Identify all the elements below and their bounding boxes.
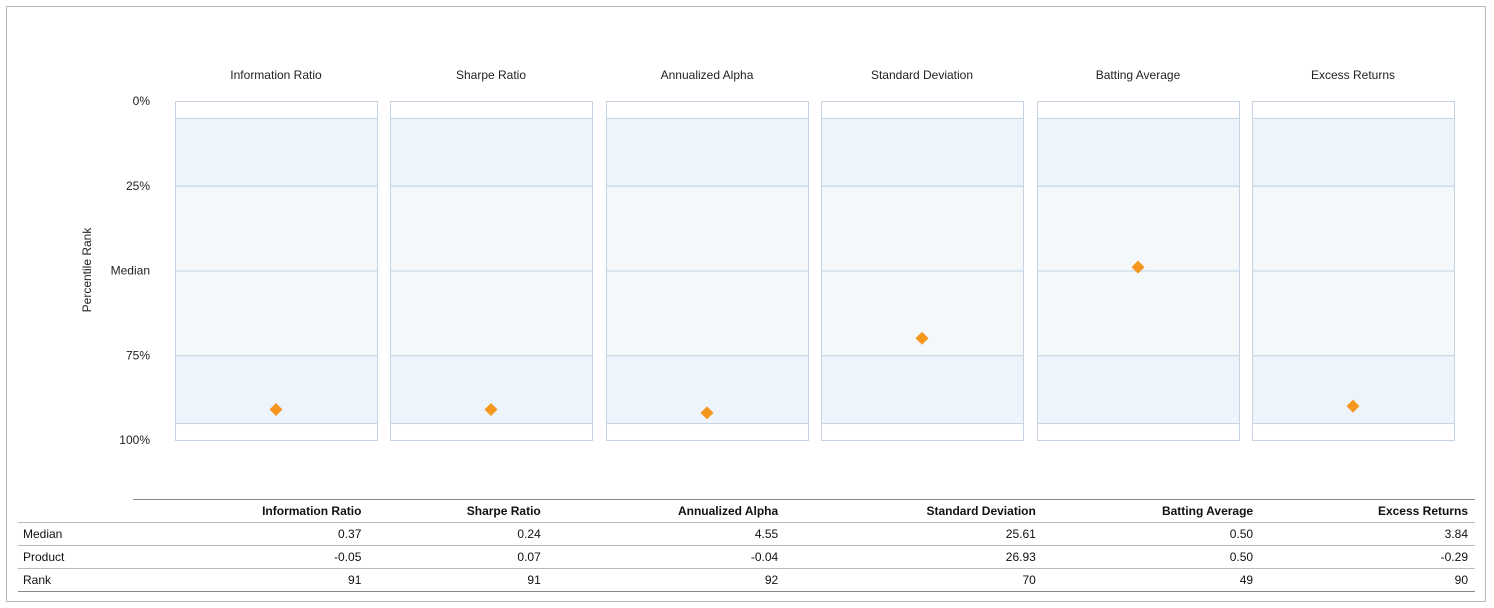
row-label: Rank xyxy=(18,568,133,592)
rank-marker xyxy=(1131,260,1145,274)
panel-title: Excess Returns xyxy=(1311,68,1395,82)
table-cell: 0.07 xyxy=(368,545,548,569)
percentile-band xyxy=(175,185,378,272)
table-cell: 49 xyxy=(1042,568,1261,592)
percentile-band xyxy=(821,185,1024,272)
percentile-band xyxy=(821,355,1024,425)
percentile-band xyxy=(1252,185,1455,272)
percentile-band xyxy=(390,117,593,187)
panel-title: Sharpe Ratio xyxy=(456,68,526,82)
table-header: Sharpe Ratio xyxy=(368,499,548,523)
table-cell: -0.29 xyxy=(1260,545,1475,569)
table-header: Batting Average xyxy=(1042,499,1261,523)
percentile-band xyxy=(606,185,809,272)
percentile-rank-chart: Percentile Rank 0% 25% Median 75% 100% Infor… xyxy=(80,68,1455,447)
percentile-band xyxy=(175,117,378,187)
table-header: Annualized Alpha xyxy=(547,499,786,523)
y-tick-label: 0% xyxy=(133,94,151,108)
percentile-band xyxy=(1037,355,1240,425)
table-cell: 0.50 xyxy=(1042,545,1261,569)
table-cell: 25.61 xyxy=(785,522,1043,546)
percentile-band xyxy=(606,117,809,187)
metric-panel: Information Ratio xyxy=(175,68,378,441)
table-cell: 70 xyxy=(785,568,1043,592)
rank-marker xyxy=(915,331,929,345)
percentile-band xyxy=(1037,185,1240,272)
table-cell: 4.55 xyxy=(547,522,786,546)
percentile-band xyxy=(1252,270,1455,357)
rank-marker xyxy=(484,402,498,416)
rank-marker xyxy=(700,406,714,420)
table-header: Information Ratio xyxy=(133,499,369,523)
y-tick-label: 75% xyxy=(126,348,150,362)
row-label: Product xyxy=(18,545,133,569)
metric-panel: Excess Returns xyxy=(1252,68,1455,441)
table-row: Product -0.05 0.07 -0.04 26.93 0.50 -0.2… xyxy=(18,545,1475,569)
rank-marker xyxy=(1346,399,1360,413)
percentile-band xyxy=(175,270,378,357)
table-header: Excess Returns xyxy=(1260,499,1475,523)
table-cell: -0.05 xyxy=(133,545,369,569)
metric-panel: Annualized Alpha xyxy=(606,68,809,441)
y-tick-label: 25% xyxy=(126,179,150,193)
rank-marker xyxy=(269,402,283,416)
metric-panel: Standard Deviation xyxy=(821,68,1024,441)
y-tick-label: 100% xyxy=(119,433,150,447)
table-cell: -0.04 xyxy=(547,545,786,569)
table-header-row: Information Ratio Sharpe Ratio Annualize… xyxy=(18,499,1475,523)
table-cell: 26.93 xyxy=(785,545,1043,569)
panel-title: Annualized Alpha xyxy=(661,68,754,82)
percentile-band xyxy=(1037,270,1240,357)
table-row: Rank 91 91 92 70 49 90 xyxy=(18,568,1475,592)
row-label: Median xyxy=(18,522,133,546)
table-cell: 0.24 xyxy=(368,522,548,546)
table-corner xyxy=(18,499,133,523)
table-cell: 0.50 xyxy=(1042,522,1261,546)
percentile-band xyxy=(821,117,1024,187)
percentile-band xyxy=(606,270,809,357)
percentile-band xyxy=(1252,117,1455,187)
percentile-band xyxy=(390,270,593,357)
y-tick-label: Median xyxy=(111,264,150,278)
statistics-table: Information Ratio Sharpe Ratio Annualize… xyxy=(18,499,1475,592)
table-header: Standard Deviation xyxy=(785,499,1043,523)
panel-title: Standard Deviation xyxy=(871,68,973,82)
chart-frame xyxy=(6,6,1486,602)
table-row: Median 0.37 0.24 4.55 25.61 0.50 3.84 xyxy=(18,522,1475,546)
table-cell: 91 xyxy=(133,568,369,592)
percentile-band xyxy=(390,185,593,272)
percentile-band xyxy=(1252,355,1455,425)
panel-title: Information Ratio xyxy=(230,68,322,82)
table-cell: 90 xyxy=(1260,568,1475,592)
table-cell: 0.37 xyxy=(133,522,369,546)
metric-panel: Sharpe Ratio xyxy=(390,68,593,441)
table-cell: 92 xyxy=(547,568,786,592)
metric-panel: Batting Average xyxy=(1037,68,1240,441)
table-cell: 91 xyxy=(368,568,548,592)
panel-title: Batting Average xyxy=(1096,68,1181,82)
table-cell: 3.84 xyxy=(1260,522,1475,546)
y-axis-label: Percentile Rank xyxy=(80,227,94,313)
percentile-band xyxy=(1037,117,1240,187)
